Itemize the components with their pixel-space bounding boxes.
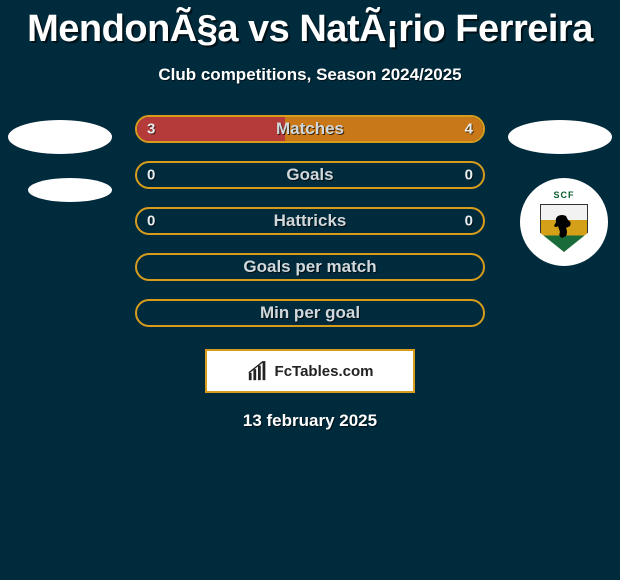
bar-label: Min per goal (260, 303, 360, 323)
bar-value-left: 0 (147, 213, 155, 230)
stat-bar: Goals per match (135, 253, 485, 281)
crest-text: SCF (554, 190, 575, 200)
stat-bar: 0 0 Goals (135, 161, 485, 189)
bar-value-right: 0 (465, 167, 473, 184)
date-text: 13 february 2025 (0, 411, 620, 431)
bar-value-right: 0 (465, 213, 473, 230)
club-left-crest (28, 178, 112, 202)
bar-label: Hattricks (274, 211, 347, 231)
subtitle: Club competitions, Season 2024/2025 (0, 65, 620, 85)
player-right-avatar (508, 120, 612, 154)
bar-label: Matches (276, 119, 344, 139)
source-badge: FcTables.com (205, 349, 415, 393)
bar-fill-left (137, 117, 285, 141)
lion-icon (552, 214, 576, 240)
page-title: MendonÃ§a vs NatÃ¡rio Ferreira (0, 0, 620, 51)
stat-bar: Min per goal (135, 299, 485, 327)
bar-chart-icon (247, 360, 269, 382)
stat-bar: 3 4 Matches (135, 115, 485, 143)
bar-value-left: 0 (147, 167, 155, 184)
bar-label: Goals (286, 165, 333, 185)
bar-label: Goals per match (243, 257, 376, 277)
stat-bar: 0 0 Hattricks (135, 207, 485, 235)
badge-text: FcTables.com (275, 363, 374, 380)
bar-value-right: 4 (465, 121, 473, 138)
player-left-avatar (8, 120, 112, 154)
bar-value-left: 3 (147, 121, 155, 138)
club-right-crest: SCF (520, 178, 608, 266)
stat-bars: 3 4 Matches 0 0 Goals 0 0 Hattricks Goals per mat… (135, 115, 485, 327)
